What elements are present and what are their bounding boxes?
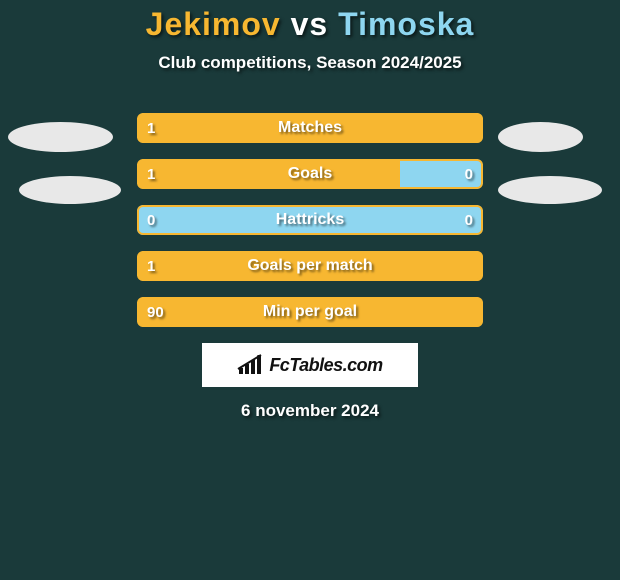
- stat-label: Min per goal: [137, 297, 483, 327]
- brand-text: FcTables.com: [269, 355, 382, 376]
- player-photo-placeholder: [19, 176, 121, 204]
- subtitle: Club competitions, Season 2024/2025: [0, 53, 620, 73]
- date-text: 6 november 2024: [0, 401, 620, 421]
- stat-label: Goals per match: [137, 251, 483, 281]
- stat-label: Goals: [137, 159, 483, 189]
- stat-row: 1Matches: [137, 113, 483, 143]
- stat-row: 10Goals: [137, 159, 483, 189]
- stat-label: Hattricks: [137, 205, 483, 235]
- player-photo-placeholder: [498, 122, 583, 152]
- stat-rows: 1Matches 10Goals 00Hattricks 1Goals per mat…: [137, 113, 483, 327]
- stat-row: 00Hattricks: [137, 205, 483, 235]
- stat-label: Matches: [137, 113, 483, 143]
- player-photo-placeholder: [498, 176, 602, 204]
- brand-chart-icon: [237, 354, 263, 376]
- player2-name: Timoska: [338, 6, 474, 42]
- comparison-title: Jekimov vs Timoska: [0, 6, 620, 43]
- brand-badge: FcTables.com: [202, 343, 418, 387]
- player-photo-placeholder: [8, 122, 113, 152]
- stat-row: 90Min per goal: [137, 297, 483, 327]
- vs-separator: vs: [291, 6, 329, 42]
- stat-row: 1Goals per match: [137, 251, 483, 281]
- player1-name: Jekimov: [146, 6, 281, 42]
